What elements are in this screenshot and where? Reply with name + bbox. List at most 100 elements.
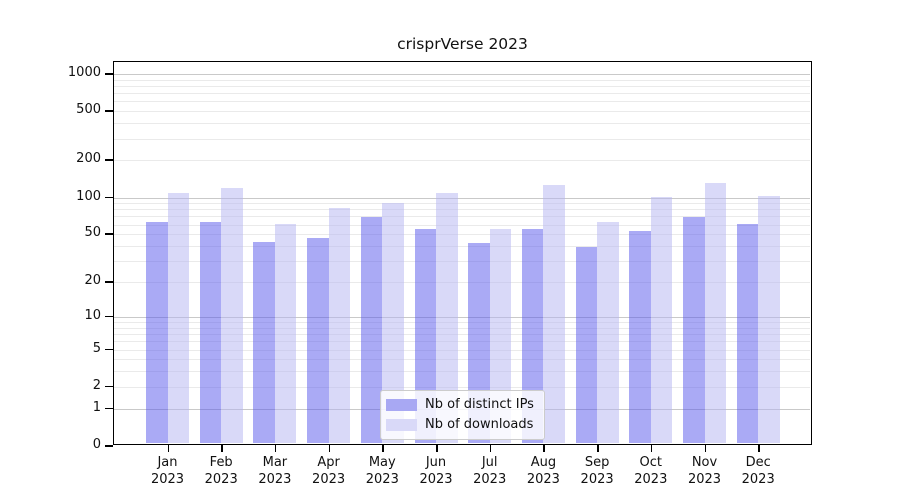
x-tick-mark (274, 445, 277, 452)
gridline-major (114, 316, 810, 318)
y-tick-label: 10 (84, 307, 101, 323)
x-tick-year: 2023 (204, 472, 238, 487)
bar (575, 247, 598, 443)
gridline-minor (114, 282, 810, 284)
gridline-minor (114, 79, 810, 81)
x-tick-label: Apr 2023 (297, 454, 361, 488)
x-tick-year: 2023 (419, 472, 453, 487)
bar (650, 197, 673, 443)
gridline-minor (114, 101, 810, 103)
y-tick-label: 500 (76, 102, 101, 118)
legend-swatch-downloads (386, 418, 417, 431)
x-tick-mark (704, 445, 706, 452)
y-tick-label: 2 (92, 377, 101, 393)
y-tick-mark (105, 233, 113, 235)
y-tick-mark (105, 159, 113, 161)
bar (629, 231, 651, 443)
y-tick-mark (105, 196, 113, 198)
bar (489, 229, 512, 443)
gridline-minor (114, 160, 810, 162)
x-tick-mark (328, 445, 331, 452)
gridline-minor (114, 203, 810, 205)
bar (274, 224, 297, 443)
x-tick-month: Jul (481, 455, 498, 470)
gridline-minor (114, 359, 810, 361)
x-tick-month: Jun (425, 455, 447, 470)
bar (683, 216, 705, 443)
y-tick-label: 100 (76, 188, 101, 204)
x-tick-label: Feb 2023 (189, 454, 253, 488)
gridline-minor (114, 334, 810, 336)
gridline-minor (114, 371, 810, 373)
gridline-minor (114, 349, 810, 351)
y-tick-label: 5 (92, 340, 101, 356)
x-tick-mark (436, 445, 438, 452)
x-tick-month: May (368, 455, 396, 470)
gridline-minor (114, 261, 810, 263)
x-tick-mark (597, 445, 599, 452)
x-tick-label: Jan 2023 (136, 454, 200, 488)
gridline-minor (114, 138, 810, 140)
x-tick-year: 2023 (150, 472, 185, 487)
x-tick-year: 2023 (258, 472, 292, 487)
y-tick-label: 200 (76, 151, 101, 167)
gridline-minor (114, 111, 810, 113)
gridline-minor (114, 123, 810, 125)
y-tick-label: 20 (84, 273, 101, 289)
bar (597, 221, 619, 443)
y-tick-mark (105, 385, 113, 388)
gridline-minor (114, 86, 810, 87)
x-tick-label: Jul 2023 (458, 454, 522, 488)
x-tick-mark (382, 445, 384, 452)
gridline-minor (114, 386, 810, 388)
x-tick-label: Sep 2023 (565, 454, 629, 488)
bar (436, 193, 458, 443)
bar (543, 185, 565, 443)
y-tick-mark (105, 348, 113, 351)
x-tick-month: Sep (584, 455, 610, 470)
chart-title: crisprVerse 2023 (397, 35, 528, 53)
x-tick-year: 2023 (741, 472, 775, 487)
x-tick-mark (543, 445, 545, 452)
x-tick-month: Feb (209, 455, 233, 470)
x-tick-year: 2023 (365, 472, 399, 487)
y-tick-mark (105, 445, 113, 447)
bar (736, 224, 759, 443)
plot-area: Nb of distinct IPs Nb of downloads (113, 61, 812, 445)
x-tick-year: 2023 (580, 472, 614, 487)
y-tick-mark (105, 281, 113, 283)
x-tick-month: Aug (530, 455, 557, 470)
bar (253, 241, 275, 443)
legend-label-downloads: Nb of downloads (425, 417, 534, 432)
gridline-major (114, 74, 810, 75)
y-tick-mark (105, 315, 113, 318)
x-tick-label: Nov 2023 (673, 454, 737, 488)
gridline-minor (114, 327, 810, 329)
y-tick-mark (105, 407, 113, 410)
x-tick-month: Oct (639, 455, 663, 470)
x-tick-label: May 2023 (350, 454, 414, 488)
x-tick-year: 2023 (473, 472, 507, 487)
x-tick-mark (167, 445, 169, 452)
x-tick-label: Jun 2023 (404, 454, 468, 488)
legend-item-distinct-ips: Nb of distinct IPs (386, 396, 534, 413)
gridline-minor (114, 341, 810, 343)
x-tick-mark (489, 445, 492, 452)
bar (382, 202, 404, 443)
y-tick-label: 1 (92, 399, 101, 415)
gridline-minor (114, 224, 810, 226)
x-tick-month: Apr (317, 455, 340, 470)
x-tick-year: 2023 (526, 472, 560, 487)
bar (199, 221, 222, 443)
bar (521, 229, 544, 443)
gridline-minor (114, 216, 810, 218)
gridline-minor (114, 234, 810, 236)
x-tick-label: Mar 2023 (243, 454, 307, 488)
x-tick-month: Nov (691, 455, 718, 470)
x-tick-year: 2023 (687, 472, 722, 487)
x-tick-label: Oct 2023 (619, 454, 683, 488)
bar (704, 183, 726, 443)
y-tick-label: 50 (84, 225, 101, 241)
x-tick-mark (650, 445, 653, 452)
gridline-minor (114, 209, 810, 211)
